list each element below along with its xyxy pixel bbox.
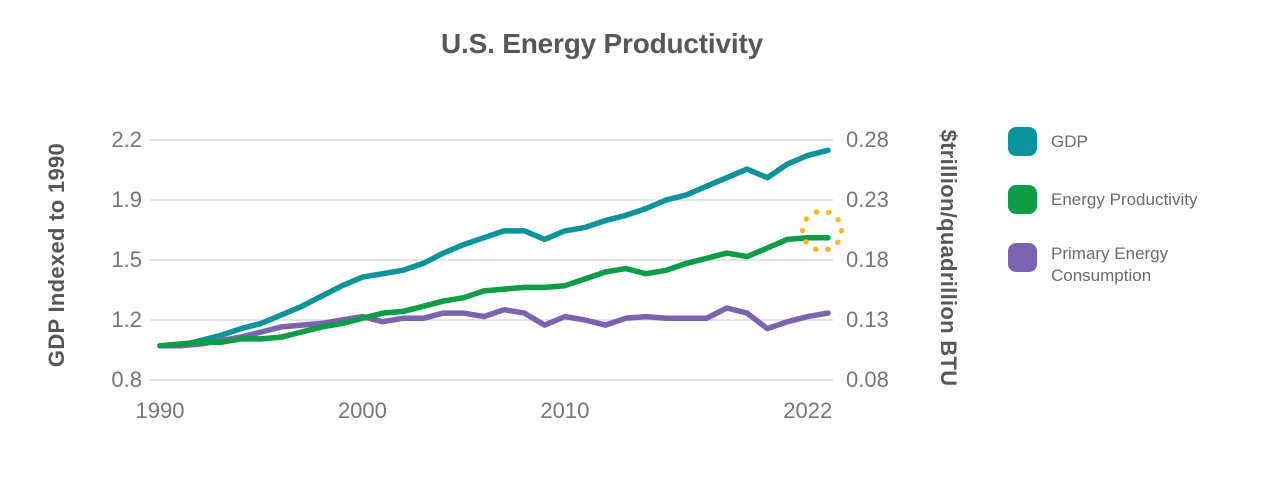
gdp-color-swatch — [1008, 127, 1037, 156]
primary-energy-consumption-line — [157, 305, 831, 349]
y-axis-right-tick-label: 0.13 — [846, 307, 889, 332]
highlight-dotted-circle — [799, 208, 845, 253]
primary-energy-consumption-color-swatch — [1008, 243, 1037, 272]
chart-title: U.S. Energy Productivity — [441, 28, 763, 59]
y-axis-left-tick-label: 1.2 — [111, 307, 142, 332]
y-axis-left-tick-label: 2.2 — [111, 127, 142, 152]
x-axis-tick-label: 2000 — [337, 398, 387, 423]
y-axis-right-tick-label: 0.23 — [846, 187, 889, 212]
y-axis-right-tick-label: 0.08 — [846, 367, 889, 392]
y-axis-left-tick-label: 0.8 — [111, 367, 142, 392]
gdp-line — [157, 147, 831, 349]
energy-productivity-color-swatch — [1008, 185, 1037, 214]
y-axis-left-tick-label: 1.5 — [111, 247, 142, 272]
y-axis-right-tick-label: 0.18 — [846, 247, 889, 272]
x-axis-tick-label: 2022 — [783, 398, 833, 423]
y-axis-right-tick-label: 0.28 — [846, 127, 889, 152]
legend-label: Energy Productivity — [1051, 189, 1198, 209]
x-axis-tick-label: 2010 — [540, 398, 590, 423]
x-axis-tick-label: 1990 — [135, 398, 185, 423]
legend-label: Primary Energy Consumption — [1051, 244, 1169, 285]
legend-item-gdp: GDP — [1008, 127, 1088, 156]
legend-item-energy-productivity: Energy Productivity — [1008, 185, 1197, 214]
energy-productivity-line — [157, 234, 831, 349]
legend-item-primary-energy-consumption: Primary Energy Consumption — [1008, 243, 1168, 287]
y-axis-left-tick-label: 1.9 — [111, 187, 142, 212]
legend-label: GDP — [1051, 131, 1088, 151]
